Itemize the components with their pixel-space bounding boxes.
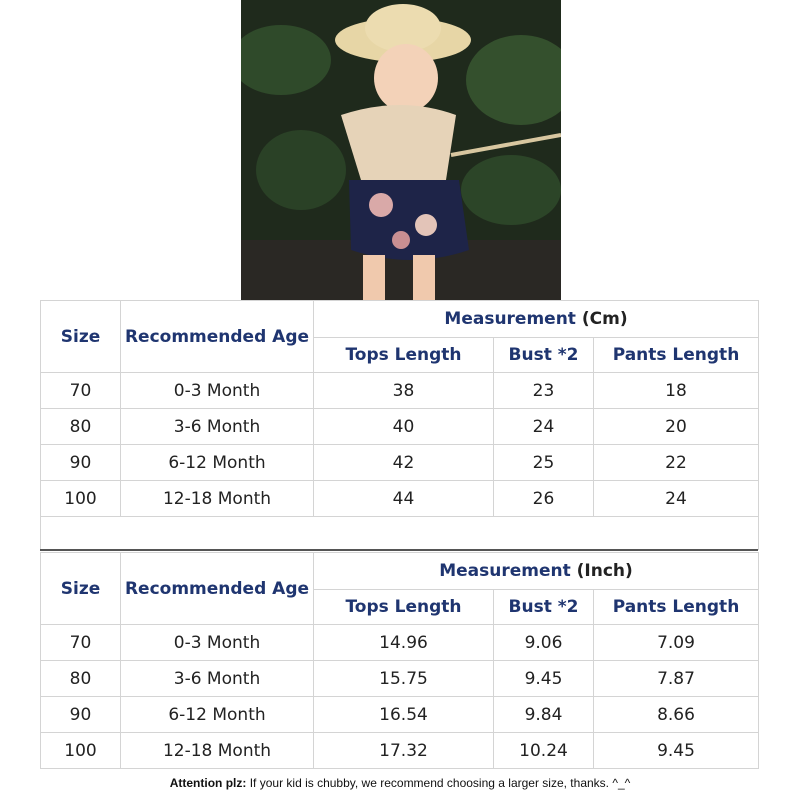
product-photo [241, 0, 561, 300]
table-cell: 6-12 Month [120, 444, 314, 481]
measurement-label: Measurement [439, 561, 571, 581]
table-cell: 0-3 Month [120, 372, 314, 409]
age-header: Recommended Age [120, 552, 314, 625]
table-cell: 24 [493, 408, 594, 445]
table-cell: 24 [593, 480, 759, 517]
column-header: Bust *2 [493, 589, 594, 625]
table-cell: 20 [593, 408, 759, 445]
note: Attention plz: If your kid is chubby, we… [0, 776, 800, 790]
column-header: Pants Length [593, 337, 759, 373]
table-cell: 25 [493, 444, 594, 481]
table-cell: 8.66 [593, 696, 759, 733]
table-cell: 26 [493, 480, 594, 517]
column-header: Tops Length [313, 589, 494, 625]
table-cell: 14.96 [313, 624, 494, 661]
table-cell: 3-6 Month [120, 408, 314, 445]
table-cell: 12-18 Month [120, 480, 314, 517]
measurement-header: Measurement (Inch) [313, 552, 759, 590]
table-cell: 15.75 [313, 660, 494, 697]
table-cell: 17.32 [313, 732, 494, 769]
table-cell: 23 [493, 372, 594, 409]
age-header: Recommended Age [120, 300, 314, 373]
table-cell: 7.09 [593, 624, 759, 661]
table-cell: 70 [40, 624, 121, 661]
note-label: Attention plz: [169, 776, 247, 790]
size-header: Size [40, 552, 121, 625]
table-cell: 42 [313, 444, 494, 481]
table-cell: 40 [313, 408, 494, 445]
table-cell: 100 [40, 480, 121, 517]
measurement-label: Measurement [444, 309, 576, 329]
table-cell: 0-3 Month [120, 624, 314, 661]
table-cell: 9.45 [593, 732, 759, 769]
table-cell: 10.24 [493, 732, 594, 769]
measurement-header: Measurement (Cm) [313, 300, 759, 338]
column-header: Pants Length [593, 589, 759, 625]
table-cell: 18 [593, 372, 759, 409]
table-cell: 9.06 [493, 624, 594, 661]
table-cell: 80 [40, 660, 121, 697]
table-cell: 9.84 [493, 696, 594, 733]
measurement-unit: (Inch) [576, 561, 633, 581]
table-cell: 12-18 Month [120, 732, 314, 769]
table-cell: 90 [40, 444, 121, 481]
table-cell: 80 [40, 408, 121, 445]
table-cell: 7.87 [593, 660, 759, 697]
blank-row [40, 516, 759, 550]
table-separator [40, 549, 758, 551]
table-cell: 22 [593, 444, 759, 481]
column-header: Bust *2 [493, 337, 594, 373]
size-header: Size [40, 300, 121, 373]
table-cell: 6-12 Month [120, 696, 314, 733]
table-cell: 38 [313, 372, 494, 409]
table-cell: 3-6 Month [120, 660, 314, 697]
note-text: If your kid is chubby, we recommend choo… [249, 776, 631, 790]
table-cell: 16.54 [313, 696, 494, 733]
table-cell: 44 [313, 480, 494, 517]
table-cell: 70 [40, 372, 121, 409]
column-header: Tops Length [313, 337, 494, 373]
measurement-unit: (Cm) [581, 309, 628, 329]
table-cell: 9.45 [493, 660, 594, 697]
table-cell: 90 [40, 696, 121, 733]
table-cell: 100 [40, 732, 121, 769]
